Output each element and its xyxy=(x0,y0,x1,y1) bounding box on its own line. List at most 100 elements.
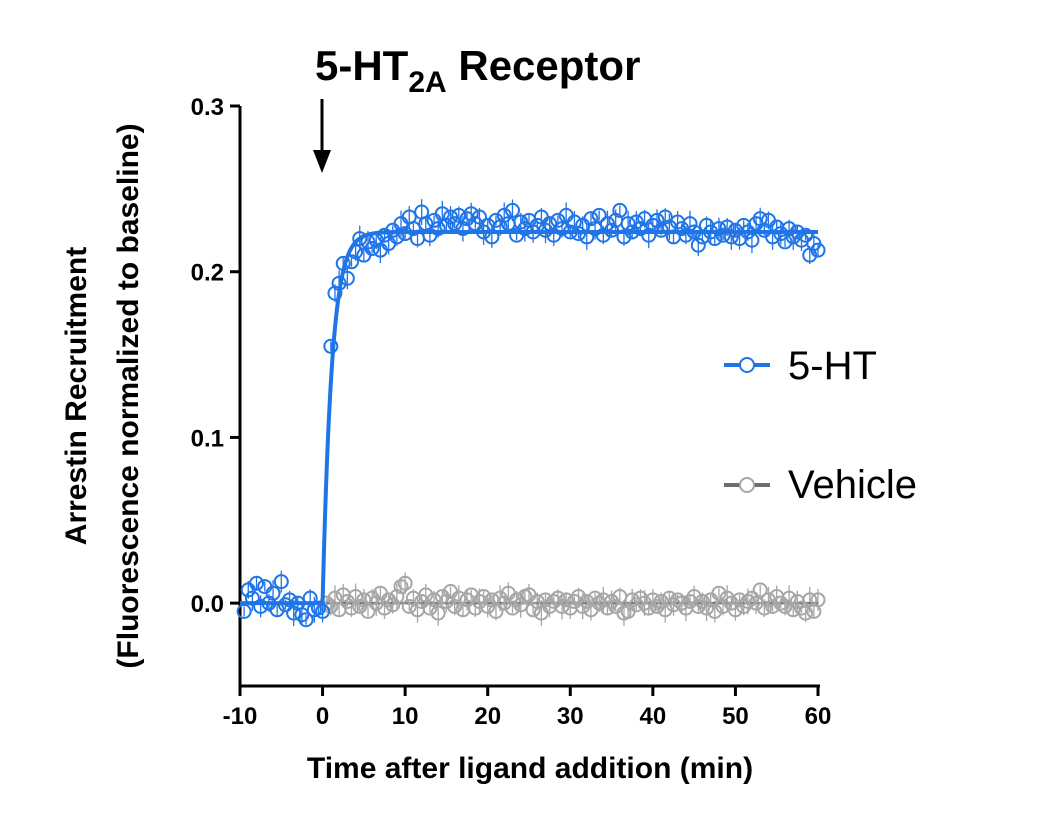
5ht-data-point xyxy=(641,227,657,243)
5ht-data-point xyxy=(438,217,454,233)
vehicle-data-point xyxy=(604,593,620,609)
5ht-data-point xyxy=(331,275,347,291)
5ht-data-point xyxy=(765,229,781,245)
5ht-data-point xyxy=(244,590,260,606)
x-tick-label: 30 xyxy=(557,703,584,730)
vehicle-series-layer xyxy=(240,572,826,627)
5ht-data-point xyxy=(789,224,805,240)
5ht-data-point xyxy=(463,206,479,222)
5ht-fit-line xyxy=(240,229,818,606)
5ht-data-point xyxy=(364,241,380,257)
5ht-data-point xyxy=(554,221,570,237)
vehicle-data-point xyxy=(740,593,756,609)
5ht-data-point xyxy=(294,607,310,623)
legend-item-5ht: 5-HT xyxy=(724,344,877,388)
5ht-data-point xyxy=(343,254,359,270)
5ht-data-point xyxy=(286,605,302,621)
vehicle-data-point xyxy=(492,590,508,606)
5ht-data-point xyxy=(504,202,520,218)
5ht-data-point xyxy=(455,221,471,237)
5ht-data-point xyxy=(620,216,636,232)
x-tick-label: 20 xyxy=(474,703,501,730)
5ht-data-point xyxy=(604,222,620,238)
vehicle-data-point xyxy=(513,597,529,613)
y-axis-title: Arrestin Recruitment xyxy=(60,247,93,545)
5ht-data-point xyxy=(583,211,599,227)
5ht-data-point xyxy=(253,598,269,614)
vehicle-data-point xyxy=(418,587,434,603)
5ht-data-point xyxy=(405,221,421,237)
5ht-series-layer xyxy=(236,199,826,628)
vehicle-data-point xyxy=(364,590,380,606)
vehicle-data-point xyxy=(422,600,438,616)
5ht-data-point xyxy=(649,212,665,228)
legend-item-vehicle: Vehicle xyxy=(724,463,917,507)
x-tick-label: 0 xyxy=(316,703,329,730)
5ht-data-point xyxy=(707,231,723,247)
5ht-data-point xyxy=(624,224,640,240)
vehicle-data-point xyxy=(773,595,789,611)
5ht-data-point xyxy=(310,600,326,616)
5ht-data-point xyxy=(744,232,760,248)
5ht-data-point xyxy=(265,585,281,601)
vehicle-data-point xyxy=(434,589,450,605)
legend-5ht-label: 5-HT xyxy=(788,344,877,388)
vehicle-data-point xyxy=(385,597,401,613)
vehicle-data-point xyxy=(674,595,690,611)
x-tick-label: 10 xyxy=(392,703,419,730)
vehicle-data-point xyxy=(430,605,446,621)
vehicle-data-point xyxy=(571,589,587,605)
vehicle-data-point xyxy=(777,598,793,614)
vehicle-data-point xyxy=(360,603,376,619)
y-axis-subtitle: (Fluorescence normalized to baseline) xyxy=(112,123,145,668)
5ht-data-point xyxy=(686,224,702,240)
chart-title-prefix: 5-HT xyxy=(315,42,409,89)
5ht-data-point xyxy=(298,612,314,628)
vehicle-data-point xyxy=(401,598,417,614)
vehicle-data-point xyxy=(393,579,409,595)
vehicle-data-point xyxy=(810,592,826,608)
5ht-data-point xyxy=(645,217,661,233)
vehicle-data-point xyxy=(595,592,611,608)
ligand-addition-arrow xyxy=(313,99,331,173)
5ht-data-point xyxy=(447,216,463,232)
vehicle-data-point xyxy=(525,602,541,618)
vehicle-data-point xyxy=(397,575,413,591)
chart-title-subscript: 2A xyxy=(408,66,446,99)
legend: 5-HT Vehicle xyxy=(724,344,917,507)
legend-5ht-marker xyxy=(739,357,755,373)
5ht-data-point xyxy=(591,207,607,223)
vehicle-data-point xyxy=(756,600,772,616)
5ht-data-point xyxy=(269,602,285,618)
5ht-data-point xyxy=(616,229,632,245)
5ht-data-point xyxy=(397,226,413,242)
5ht-data-point xyxy=(781,221,797,237)
vehicle-data-point xyxy=(641,600,657,616)
5ht-data-point xyxy=(798,227,814,243)
5ht-data-point xyxy=(690,237,706,253)
vehicle-data-point xyxy=(509,592,525,608)
vehicle-data-point xyxy=(686,589,702,605)
5ht-data-point xyxy=(579,229,595,245)
vehicle-data-point xyxy=(798,605,814,621)
vehicle-data-point xyxy=(550,590,566,606)
vehicle-data-point xyxy=(752,582,768,598)
x-tick-label: 60 xyxy=(805,703,832,730)
5ht-data-point xyxy=(777,234,793,250)
x-axis-title: Time after ligand addition (min) xyxy=(307,752,753,785)
vehicle-data-point xyxy=(504,600,520,616)
y-tick-label: 0.3 xyxy=(191,94,224,121)
ticks-layer: -10 0 10 20 30 40 50 60 0.0 0.1 0.2 0.3 xyxy=(191,94,832,730)
5ht-data-point xyxy=(562,224,578,240)
chart-title: 5-HT2A Receptor xyxy=(315,42,640,99)
5ht-data-point xyxy=(740,224,756,240)
5ht-data-point xyxy=(484,229,500,245)
y-tick-label: 0.2 xyxy=(191,260,224,287)
legend-vehicle-marker xyxy=(739,477,755,493)
vehicle-data-point xyxy=(744,590,760,606)
vehicle-data-point xyxy=(389,589,405,605)
5ht-data-point xyxy=(430,221,446,237)
vehicle-data-point xyxy=(381,592,397,608)
5ht-data-point xyxy=(682,216,698,232)
